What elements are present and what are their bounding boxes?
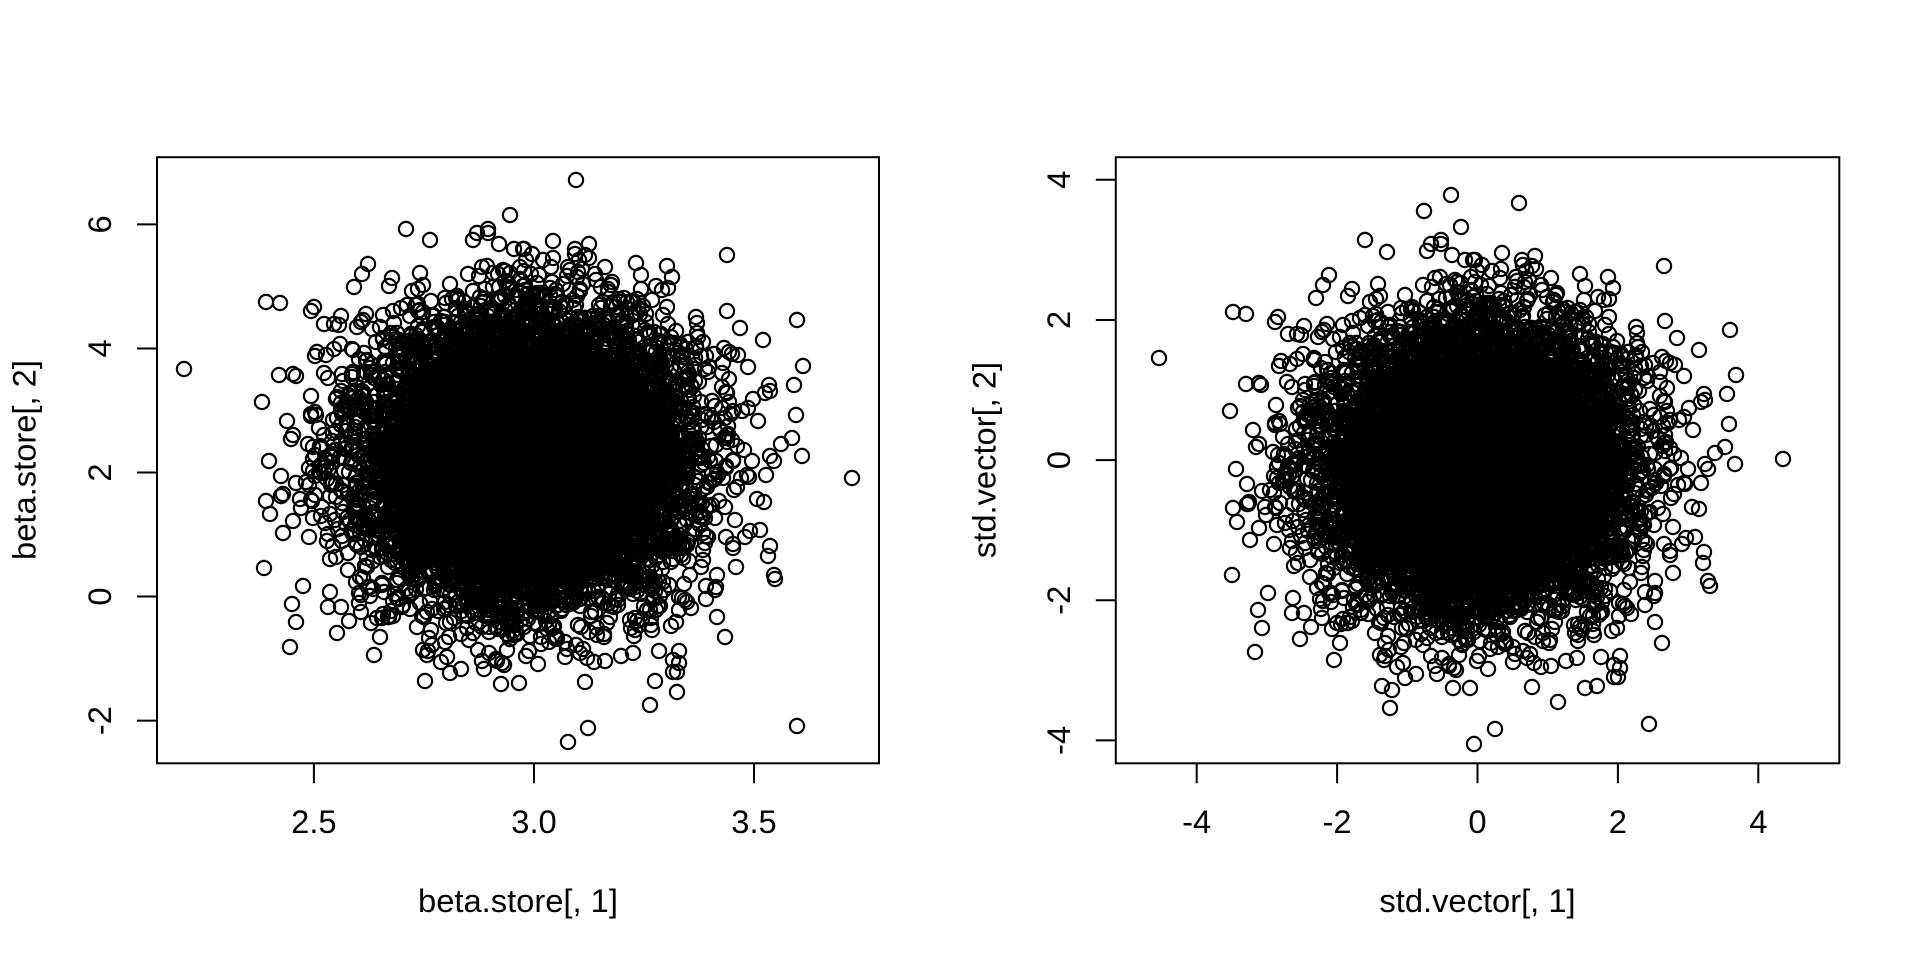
svg-text:-4: -4 [1040, 726, 1077, 755]
svg-text:2.5: 2.5 [291, 803, 336, 840]
svg-text:3.0: 3.0 [511, 803, 556, 840]
svg-text:0: 0 [81, 587, 118, 605]
svg-text:std.vector[, 2]: std.vector[, 2] [966, 362, 1003, 558]
svg-text:-2: -2 [81, 706, 118, 735]
svg-text:2: 2 [1040, 311, 1077, 329]
svg-text:3.5: 3.5 [731, 803, 776, 840]
svg-text:4: 4 [81, 339, 118, 357]
svg-text:std.vector[, 1]: std.vector[, 1] [1379, 882, 1575, 919]
svg-text:-4: -4 [1182, 803, 1211, 840]
svg-text:-2: -2 [1323, 803, 1352, 840]
svg-text:6: 6 [81, 215, 118, 233]
svg-text:beta.store[, 2]: beta.store[, 2] [6, 360, 43, 560]
svg-text:beta.store[, 1]: beta.store[, 1] [418, 882, 618, 919]
svg-text:4: 4 [1040, 171, 1077, 189]
svg-text:0: 0 [1040, 451, 1077, 469]
svg-text:2: 2 [81, 463, 118, 481]
svg-text:0: 0 [1468, 803, 1486, 840]
svg-text:4: 4 [1749, 803, 1767, 840]
svg-text:2: 2 [1609, 803, 1627, 840]
svg-text:-2: -2 [1040, 586, 1077, 615]
